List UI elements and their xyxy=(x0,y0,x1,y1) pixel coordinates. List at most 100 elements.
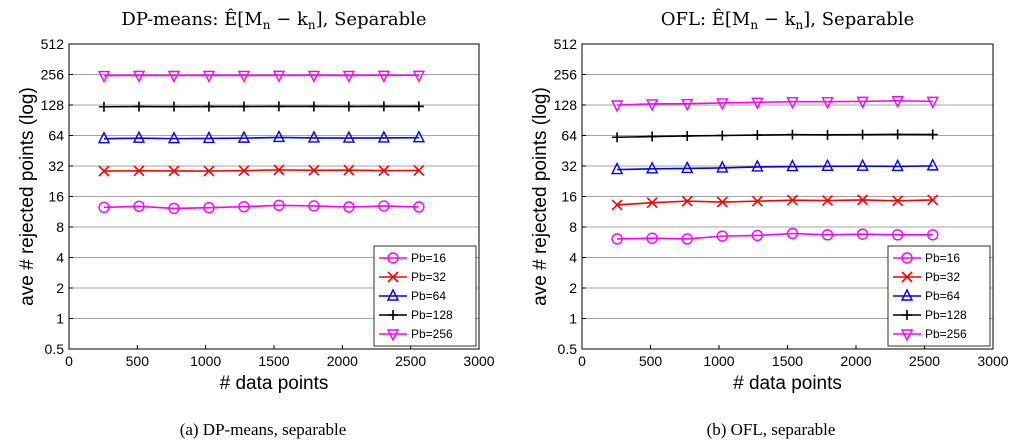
data-point-Pb=32 xyxy=(203,165,215,177)
legend-marker xyxy=(386,329,400,342)
data-point-Pb=256 xyxy=(856,96,869,109)
data-point-Pb=64 xyxy=(716,160,729,173)
x-tick-label: 2000 xyxy=(840,353,871,369)
data-point-Pb=16 xyxy=(308,200,320,212)
data-point-Pb=16 xyxy=(238,200,250,213)
data-point-Pb=256 xyxy=(167,70,181,84)
data-point-Pb=128 xyxy=(133,101,144,112)
y-tick-label: 16 xyxy=(48,189,64,205)
chart-panel-2: 0.5 1 2 4 8 16 32 64 128 256 512 0 500 1000 1500 2000 25… xyxy=(530,7,1009,439)
series-line-Pb=128 xyxy=(617,133,933,139)
data-point-Pb=128 xyxy=(413,101,424,112)
legend: Pb=16 Pb=32 Pb=64 Pb=128 Pb=256 xyxy=(887,245,991,347)
data-point-Pb=64 xyxy=(891,158,904,172)
data-point-Pb=64 xyxy=(132,130,146,143)
data-point-Pb=16 xyxy=(681,233,693,245)
series-line-Pb=256 xyxy=(617,99,933,106)
y-tick-label: 1 xyxy=(56,311,64,327)
series-line-Pb=16 xyxy=(617,232,933,240)
data-point-Pb=128 xyxy=(892,129,903,140)
legend-label: Pb=64 xyxy=(925,289,960,303)
legend-label: Pb=256 xyxy=(411,327,453,341)
series-line-Pb=64 xyxy=(103,136,419,140)
y-tick-label: 32 xyxy=(48,158,64,174)
data-point-Pb=128 xyxy=(378,101,389,112)
title-subscript: n xyxy=(750,18,758,32)
legend-label: Pb=128 xyxy=(411,308,453,322)
x-tick-label: 1000 xyxy=(190,353,221,369)
legend-label: Pb=128 xyxy=(925,308,967,322)
data-point-Pb=64 xyxy=(786,158,799,172)
legend: Pb=16 Pb=32 Pb=64 Pb=128 Pb=256 xyxy=(373,245,477,347)
data-point-Pb=256 xyxy=(786,96,799,110)
y-tick-label: 16 xyxy=(561,189,577,205)
legend-marker xyxy=(900,288,914,301)
data-point-Pb=16 xyxy=(927,229,939,241)
data-point-Pb=64 xyxy=(97,131,111,144)
legend-marker xyxy=(387,252,399,264)
data-point-Pb=256 xyxy=(237,70,251,84)
data-point-Pb=16 xyxy=(786,227,799,240)
data-point-Pb=64 xyxy=(272,129,286,143)
data-point-Pb=32 xyxy=(611,199,623,211)
data-point-Pb=64 xyxy=(307,130,321,143)
data-point-Pb=256 xyxy=(646,99,659,112)
data-point-Pb=64 xyxy=(926,158,939,171)
data-point-Pb=32 xyxy=(821,194,834,207)
x-tick-label: 2000 xyxy=(327,353,358,369)
legend-marker xyxy=(386,288,400,301)
y-tick-label: 128 xyxy=(554,97,578,113)
y-axis-label: ave # rejected points (log) xyxy=(17,87,38,306)
data-point-Pb=64 xyxy=(856,158,869,171)
x-axis-label: # data points xyxy=(220,373,329,394)
title-subscript: n xyxy=(308,18,316,32)
title-part: ] xyxy=(316,9,323,30)
title-part: Ê[M xyxy=(224,7,263,30)
chart-title: OFL: Ê[Mn − kn], Separable xyxy=(661,7,914,32)
data-point-Pb=64 xyxy=(412,130,425,143)
data-point-Pb=32 xyxy=(98,165,110,177)
data-point-Pb=16 xyxy=(611,233,623,245)
data-point-Pb=256 xyxy=(891,96,904,109)
chart-panel-1: 0.5 1 2 4 8 16 32 64 128 256 512 0 500 1000 1500 2000 25… xyxy=(17,7,495,439)
data-point-Pb=16 xyxy=(751,229,764,242)
legend-label: Pb=16 xyxy=(925,251,960,265)
data-point-Pb=32 xyxy=(646,197,658,209)
data-point-Pb=128 xyxy=(682,130,693,141)
x-tick-label: 1500 xyxy=(258,353,289,369)
data-point-Pb=256 xyxy=(610,100,624,113)
data-point-Pb=128 xyxy=(168,101,179,112)
legend-label: Pb=256 xyxy=(925,327,967,341)
data-point-Pb=128 xyxy=(238,101,249,112)
x-tick-label: 500 xyxy=(126,353,150,369)
data-point-Pb=256 xyxy=(377,70,391,83)
x-tick-label: 500 xyxy=(639,353,663,369)
data-point-Pb=64 xyxy=(202,130,216,144)
legend-label: Pb=64 xyxy=(411,289,446,303)
data-point-Pb=32 xyxy=(751,195,763,207)
data-point-Pb=256 xyxy=(132,70,146,84)
data-point-Pb=16 xyxy=(646,232,658,244)
y-tick-label: 0.5 xyxy=(45,341,65,357)
title-part: , Separable xyxy=(323,9,427,30)
title-part: DP-means: xyxy=(121,9,224,30)
x-tick-label: 3000 xyxy=(977,353,1008,369)
data-point-Pb=32 xyxy=(927,194,939,206)
data-point-Pb=256 xyxy=(412,70,425,83)
figure-caption: (b) OFL, separable xyxy=(707,420,836,439)
title-part: − k xyxy=(270,9,309,30)
data-point-Pb=128 xyxy=(98,101,109,112)
title-part: ] xyxy=(803,9,810,30)
legend-label: Pb=32 xyxy=(925,270,960,284)
data-point-Pb=128 xyxy=(343,101,354,112)
title-part: − k xyxy=(758,9,797,30)
data-point-Pb=16 xyxy=(891,229,904,241)
legend-marker xyxy=(388,310,398,320)
y-tick-label: 128 xyxy=(41,97,65,113)
data-point-Pb=32 xyxy=(273,164,285,176)
data-point-Pb=16 xyxy=(413,201,425,213)
x-tick-label: 3000 xyxy=(463,353,494,369)
title-subscript: n xyxy=(263,18,271,32)
data-point-Pb=16 xyxy=(378,200,390,212)
